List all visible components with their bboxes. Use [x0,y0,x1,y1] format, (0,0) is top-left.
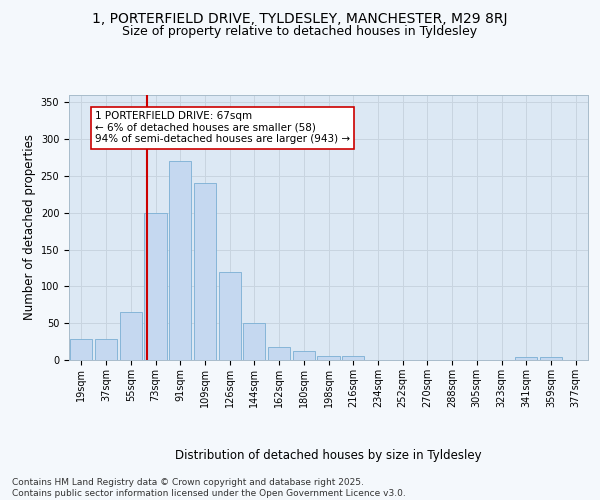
Bar [218,272,241,360]
Bar [70,340,92,360]
Bar [119,312,142,360]
Bar [515,357,538,360]
Text: 1 PORTERFIELD DRIVE: 67sqm
← 6% of detached houses are smaller (58)
94% of semi-: 1 PORTERFIELD DRIVE: 67sqm ← 6% of detac… [95,111,350,144]
Text: 1, PORTERFIELD DRIVE, TYLDESLEY, MANCHESTER, M29 8RJ: 1, PORTERFIELD DRIVE, TYLDESLEY, MANCHES… [92,12,508,26]
Bar [145,213,167,360]
Bar [194,184,216,360]
Bar [243,323,265,360]
Bar [95,340,117,360]
Bar [169,161,191,360]
Bar [540,357,562,360]
Text: Contains HM Land Registry data © Crown copyright and database right 2025.
Contai: Contains HM Land Registry data © Crown c… [12,478,406,498]
Bar [293,351,315,360]
Bar [317,356,340,360]
Bar [268,347,290,360]
Y-axis label: Number of detached properties: Number of detached properties [23,134,37,320]
Text: Size of property relative to detached houses in Tyldesley: Size of property relative to detached ho… [122,25,478,38]
Bar [342,356,364,360]
Text: Distribution of detached houses by size in Tyldesley: Distribution of detached houses by size … [175,450,482,462]
